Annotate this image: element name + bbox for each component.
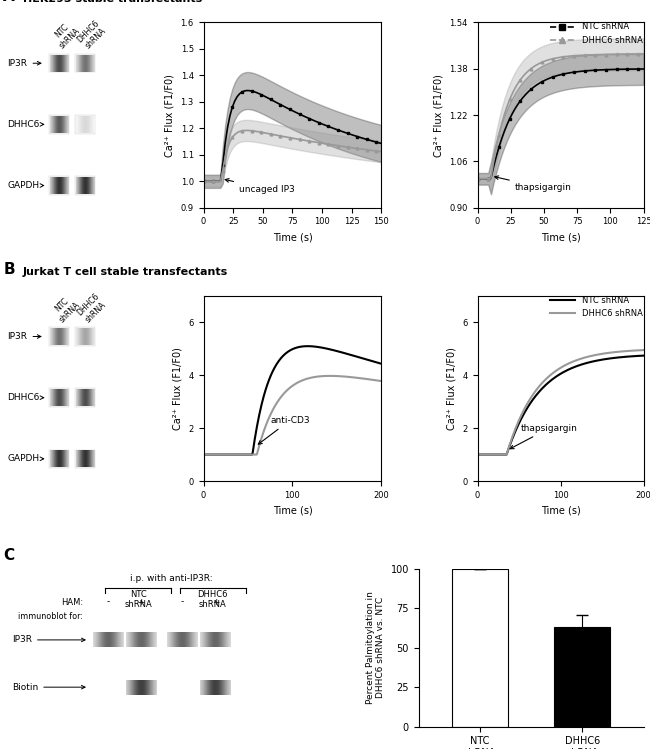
Bar xyxy=(49,115,69,133)
Text: Biotin: Biotin xyxy=(12,682,85,691)
Text: HAM:: HAM: xyxy=(61,598,83,607)
Text: GAPDH: GAPDH xyxy=(8,181,44,190)
Text: C: C xyxy=(3,548,14,563)
Bar xyxy=(554,628,610,727)
Text: thapsigargin: thapsigargin xyxy=(510,424,578,449)
Text: i.p. with anti-IP3R:: i.p. with anti-IP3R: xyxy=(130,574,213,583)
Y-axis label: Ca²⁺ Flux (F1/F0): Ca²⁺ Flux (F1/F0) xyxy=(447,347,457,430)
Text: DHHC6
shRNA: DHHC6 shRNA xyxy=(75,18,109,52)
X-axis label: Time (s): Time (s) xyxy=(272,506,312,515)
Bar xyxy=(49,54,69,73)
Text: DHHC6: DHHC6 xyxy=(8,393,44,402)
X-axis label: Time (s): Time (s) xyxy=(541,232,580,242)
Bar xyxy=(75,389,95,407)
Text: immunoblot for:: immunoblot for: xyxy=(18,612,83,621)
Legend: NTC shRNA, DHHC6 shRNA: NTC shRNA, DHHC6 shRNA xyxy=(547,292,646,321)
Text: NTC
shRNA: NTC shRNA xyxy=(50,19,81,51)
Text: IP3R: IP3R xyxy=(12,635,85,644)
Text: IP3R: IP3R xyxy=(8,58,41,67)
Y-axis label: Ca²⁺ Flux (F1/F0): Ca²⁺ Flux (F1/F0) xyxy=(165,73,175,157)
X-axis label: Time (s): Time (s) xyxy=(272,232,312,242)
Text: DHHC6
shRNA: DHHC6 shRNA xyxy=(75,291,109,325)
Bar xyxy=(49,176,69,195)
Text: DHHC6: DHHC6 xyxy=(8,120,44,129)
Text: DHHC6
shRNA: DHHC6 shRNA xyxy=(198,589,228,609)
Bar xyxy=(75,327,95,346)
Bar xyxy=(49,389,69,407)
Y-axis label: Ca²⁺ Flux (F1/F0): Ca²⁺ Flux (F1/F0) xyxy=(173,347,183,430)
Bar xyxy=(75,176,95,195)
Legend: NTC shRNA, DHHC6 shRNA: NTC shRNA, DHHC6 shRNA xyxy=(547,19,646,48)
Text: +: + xyxy=(212,598,219,607)
Bar xyxy=(452,569,508,727)
Text: anti-CD3: anti-CD3 xyxy=(258,416,310,444)
Text: NTC
shRNA: NTC shRNA xyxy=(125,589,152,609)
Bar xyxy=(49,449,69,468)
X-axis label: Time (s): Time (s) xyxy=(541,506,580,515)
Text: HEK293 stable transfectants: HEK293 stable transfectants xyxy=(23,0,202,4)
Text: +: + xyxy=(137,598,145,607)
Text: uncaged IP3: uncaged IP3 xyxy=(225,178,295,194)
Text: thapsigargin: thapsigargin xyxy=(495,176,571,192)
Text: -: - xyxy=(107,598,110,607)
Text: A: A xyxy=(3,0,15,4)
Text: -: - xyxy=(181,598,184,607)
Text: IP3R: IP3R xyxy=(8,332,41,341)
Bar xyxy=(49,327,69,346)
Bar xyxy=(75,54,95,73)
Text: B: B xyxy=(3,262,15,277)
Y-axis label: Ca²⁺ Flux (F1/F0): Ca²⁺ Flux (F1/F0) xyxy=(434,73,444,157)
Y-axis label: Percent Palmitoylation in
DHHC6 shRNA vs. NTC: Percent Palmitoylation in DHHC6 shRNA vs… xyxy=(365,592,385,704)
Text: GAPDH: GAPDH xyxy=(8,455,44,464)
Bar xyxy=(75,449,95,468)
Text: NTC
shRNA: NTC shRNA xyxy=(50,292,81,324)
Bar xyxy=(75,115,95,133)
Text: Jurkat T cell stable transfectants: Jurkat T cell stable transfectants xyxy=(23,267,228,277)
